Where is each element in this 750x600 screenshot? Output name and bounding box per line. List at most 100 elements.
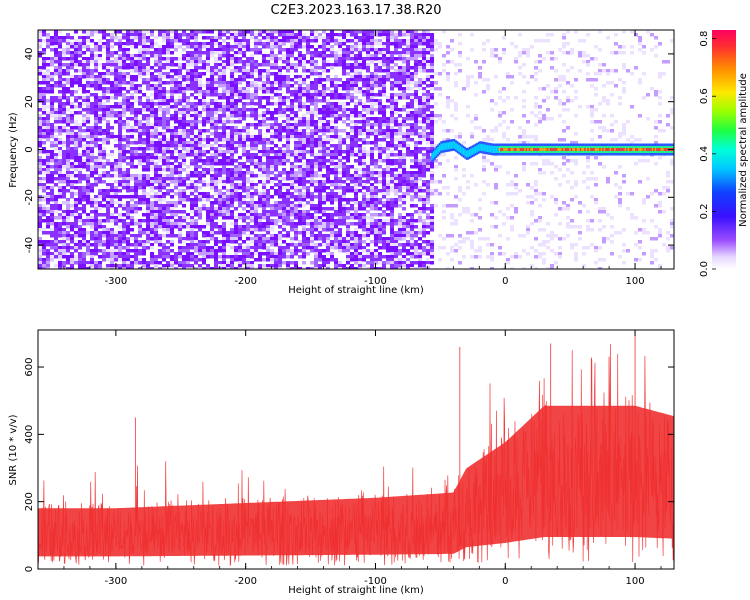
heat-cell	[318, 243, 322, 247]
heat-cell	[82, 144, 86, 148]
heat-cell	[306, 126, 310, 130]
heat-cell	[218, 171, 222, 175]
heat-cell	[346, 132, 350, 136]
heat-cell	[170, 180, 174, 184]
heat-cell	[94, 114, 98, 118]
heat-cell	[130, 186, 134, 190]
heat-cell	[74, 45, 78, 49]
heat-cell	[94, 93, 98, 97]
heat-cell	[278, 102, 282, 106]
heat-cell	[306, 117, 310, 121]
heat-cell	[62, 240, 66, 244]
heat-cell	[62, 51, 66, 55]
heat-cell	[254, 246, 258, 250]
heat-cell	[230, 102, 234, 106]
heat-cell	[290, 117, 294, 121]
heat-cell	[294, 261, 298, 265]
heat-cell	[254, 36, 258, 40]
heat-cell	[206, 57, 210, 61]
heat-cell	[298, 90, 302, 94]
heat-cell	[202, 195, 206, 199]
heat-cell	[310, 222, 314, 226]
heat-cell	[206, 129, 210, 133]
heat-cell	[238, 168, 242, 172]
heat-cell	[290, 42, 294, 46]
heat-cell	[302, 120, 306, 124]
heat-cell	[78, 135, 82, 139]
heat-cell	[222, 240, 226, 244]
heat-cell	[122, 174, 126, 178]
heat-cell	[102, 30, 106, 34]
heat-cell	[286, 147, 290, 151]
heat-cell	[322, 78, 326, 82]
heat-cell	[338, 249, 342, 253]
heat-cell	[138, 234, 142, 238]
heat-cell	[138, 39, 142, 43]
heat-cell	[246, 75, 250, 79]
heat-cell	[126, 36, 130, 40]
heat-cell	[214, 240, 218, 244]
heat-cell	[174, 132, 178, 136]
heat-cell	[166, 111, 170, 115]
heat-cell	[122, 264, 126, 268]
heat-cell	[230, 114, 234, 118]
heat-cell	[118, 183, 122, 187]
heat-cell	[162, 192, 166, 196]
heat-cell	[222, 51, 226, 55]
heat-cell	[310, 240, 314, 244]
heat-cell	[58, 84, 62, 88]
heat-cell	[318, 216, 322, 220]
heat-cell	[206, 78, 210, 82]
heat-cell	[346, 72, 350, 76]
heat-cell	[318, 195, 322, 199]
heat-cell	[222, 63, 226, 67]
heat-cell	[102, 165, 106, 169]
heat-cell	[82, 243, 86, 247]
heat-cell	[350, 81, 354, 85]
heat-cell	[322, 237, 326, 241]
heat-cell	[230, 60, 234, 64]
heat-cell	[310, 216, 314, 220]
heat-cell	[114, 111, 118, 115]
heat-cell	[358, 111, 362, 115]
heat-cell	[194, 30, 198, 34]
heat-cell	[350, 234, 354, 238]
heat-cell	[254, 111, 258, 115]
heat-cell	[202, 174, 206, 178]
heat-cell	[294, 66, 298, 70]
heat-cell	[190, 258, 194, 262]
heat-cell	[210, 48, 214, 52]
heat-cell	[334, 147, 338, 151]
heat-cell	[286, 264, 290, 268]
heat-cell	[262, 36, 266, 40]
heat-cell	[126, 177, 130, 181]
heat-cell	[122, 99, 126, 103]
heat-cell	[126, 129, 130, 133]
heat-cell	[102, 171, 106, 175]
heat-cell	[362, 198, 366, 202]
heat-cell	[230, 195, 234, 199]
heat-cell	[162, 96, 166, 100]
heat-cell	[342, 249, 346, 253]
heat-cell	[274, 144, 278, 148]
heat-cell	[114, 192, 118, 196]
heat-cell	[342, 51, 346, 55]
heat-cell	[246, 234, 250, 238]
heat-cell	[282, 249, 286, 253]
heat-cell	[246, 87, 250, 91]
heat-cell	[174, 159, 178, 163]
heat-cell	[318, 36, 322, 40]
heat-cell	[330, 225, 334, 229]
heat-cell	[322, 87, 326, 91]
heat-cell	[258, 105, 262, 109]
heat-cell	[190, 171, 194, 175]
heat-cell	[334, 114, 338, 118]
heat-cell	[302, 60, 306, 64]
heat-cell	[190, 222, 194, 226]
heat-cell	[150, 126, 154, 130]
heat-cell	[138, 102, 142, 106]
heat-cell	[126, 267, 130, 269]
heat-cell	[142, 117, 146, 121]
heat-cell	[238, 177, 242, 181]
heat-cell	[242, 138, 246, 142]
